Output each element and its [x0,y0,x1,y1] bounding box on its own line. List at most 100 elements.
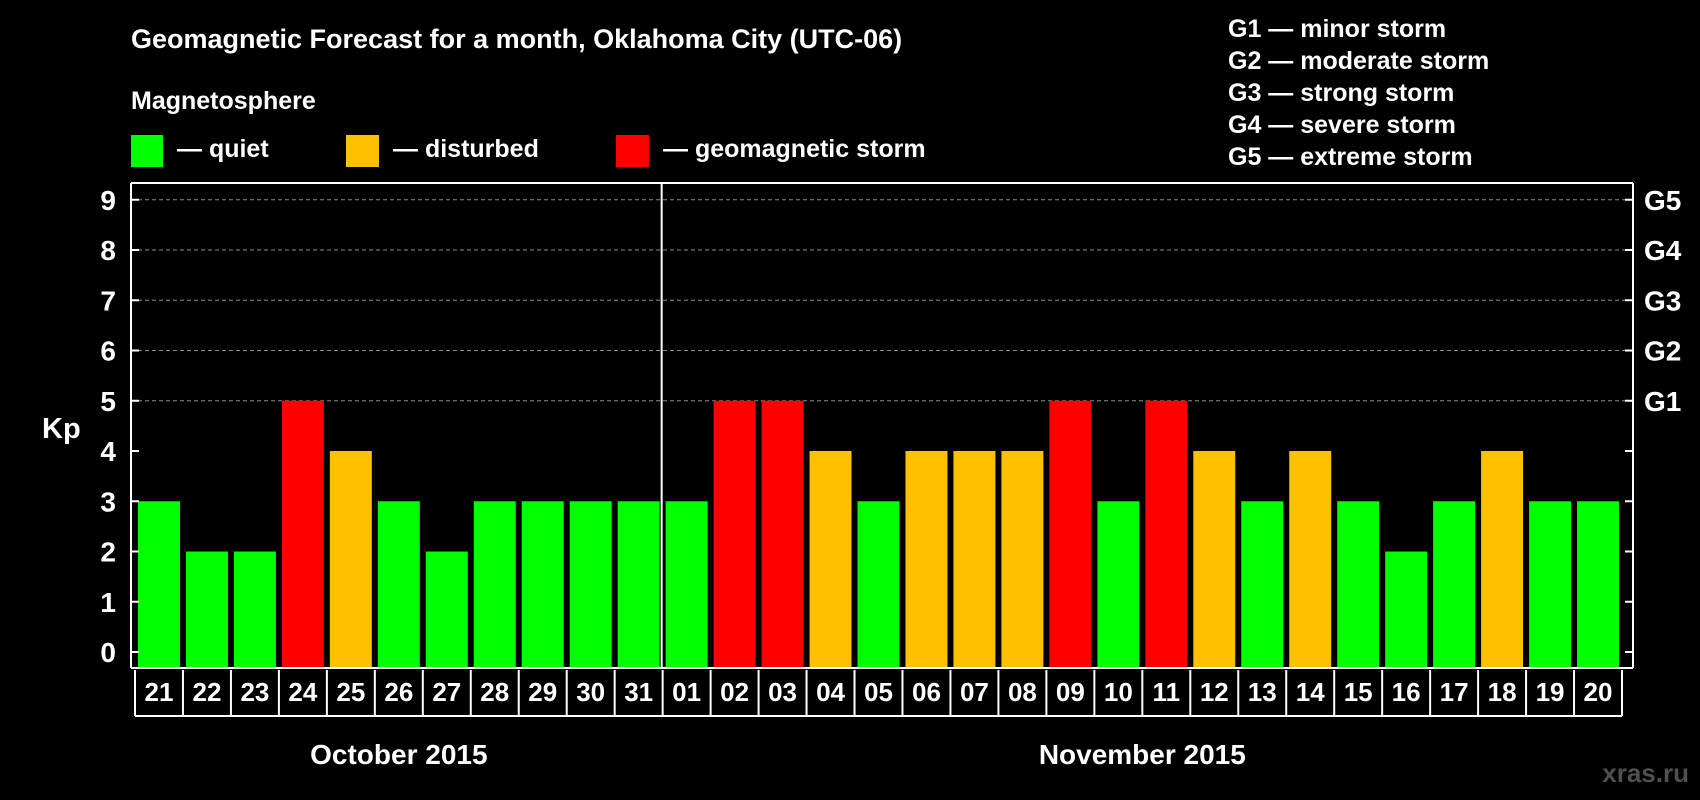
right-tick-label: G3 [1644,285,1681,316]
kp-bar [1001,451,1044,667]
kp-bar [377,501,420,667]
y-tick-label: 1 [100,587,116,618]
date-label: 21 [145,677,174,707]
date-label: 29 [528,677,557,707]
y-tick-label: 4 [100,436,116,467]
legend-swatch-disturbed [346,135,379,167]
date-label: 12 [1200,677,1229,707]
kp-bar [665,501,708,667]
kp-bar [617,501,660,667]
y-axis-ticks: 0 1 2 3 4 5 6 7 8 9 [100,185,139,668]
y-tick-label: 7 [100,285,116,316]
date-label: 22 [192,677,221,707]
kp-bar [761,400,804,667]
right-tick-label: G5 [1644,185,1681,216]
date-label: 11 [1153,677,1181,707]
kp-bar [1577,501,1619,667]
kp-bar [1097,501,1140,667]
legend-label-storm: — geomagnetic storm [663,135,926,163]
date-label: 14 [1296,677,1325,707]
kp-bar [1433,501,1476,667]
y-axis-label: Kp [42,413,81,445]
date-label: 26 [384,677,413,707]
date-label: 15 [1344,677,1373,707]
date-label: 09 [1056,677,1085,707]
kp-bar [905,451,948,667]
date-label: 08 [1008,677,1037,707]
y-tick-label: 2 [100,537,116,568]
date-label: 04 [816,677,845,707]
date-label: 30 [576,677,605,707]
month-labels: October 2015 November 2015 [310,739,1246,770]
kp-bar [521,501,564,667]
bars [138,400,1619,667]
y-tick-label: 3 [100,486,116,517]
storm-scale-g3: G3 — strong storm [1228,79,1454,107]
kp-bar [233,551,276,667]
kp-bar [1145,400,1188,667]
y-tick-label: 6 [100,336,116,367]
date-label: 25 [336,677,365,707]
right-axis-ticks: G1 G2 G3 G4 G5 [1625,185,1682,653]
y-tick-label: 5 [100,386,116,417]
date-label: 16 [1392,677,1421,707]
right-tick-label: G2 [1644,336,1681,367]
date-label: 31 [624,677,653,707]
kp-bar [953,451,996,667]
kp-bar [713,400,756,667]
date-label: 20 [1584,677,1613,707]
date-label: 19 [1536,677,1565,707]
date-label: 17 [1440,677,1469,707]
plot-frame [130,182,1634,669]
storm-scale-g2: G2 — moderate storm [1228,47,1489,75]
date-label: 05 [864,677,893,707]
legend-swatch-quiet [131,135,163,167]
storm-scale-g1: G1 — minor storm [1228,15,1446,43]
legend-swatch-storm [616,135,649,167]
watermark: xras.ru [1602,758,1689,788]
y-tick-label: 8 [100,235,116,266]
date-label: 01 [672,677,701,707]
date-label: 27 [432,677,461,707]
kp-bar [425,551,468,667]
month-label: November 2015 [1039,739,1246,770]
chart-title: Geomagnetic Forecast for a month, Oklaho… [131,24,902,54]
y-tick-label: 0 [100,637,116,668]
kp-bar [1481,451,1524,667]
kp-bar [329,451,372,667]
date-label: 13 [1248,677,1277,707]
date-label: 03 [768,677,797,707]
kp-bar [1337,501,1380,667]
legend-label-disturbed: — disturbed [393,135,539,163]
date-label: 10 [1104,677,1133,707]
storm-scale-g4: G4 — severe storm [1228,111,1456,139]
right-tick-label: G1 [1644,386,1681,417]
x-axis-date-labels: 21 22 23 24 25 26 27 28 29 30 31 01 02 03 04 05 06 07 08 09… [134,670,1623,717]
kp-bar [1289,451,1332,667]
date-label: 23 [240,677,269,707]
kp-bar [1241,501,1284,667]
kp-bar [138,501,180,667]
date-label: 28 [480,677,509,707]
y-tick-label: 9 [100,185,116,216]
kp-bar [281,400,324,667]
date-label: 06 [912,677,941,707]
kp-bar [569,501,612,667]
kp-bar [1529,501,1572,667]
kp-bar [857,501,900,667]
right-tick-label: G4 [1644,235,1682,266]
kp-bar [473,501,516,667]
date-label: 18 [1488,677,1517,707]
month-label: October 2015 [310,739,487,770]
date-label: 07 [960,677,989,707]
grid-lines [131,199,1633,402]
kp-bar [1193,451,1236,667]
storm-scale-legend: G1 — minor storm G2 — moderate storm G3 … [1228,15,1489,171]
legend: — quiet — disturbed — geomagnetic storm [131,135,926,167]
storm-scale-g5: G5 — extreme storm [1228,143,1473,171]
date-label: 24 [288,677,317,707]
legend-label-quiet: — quiet [177,135,269,163]
kp-bar [185,551,228,667]
kp-bar [1049,400,1092,667]
